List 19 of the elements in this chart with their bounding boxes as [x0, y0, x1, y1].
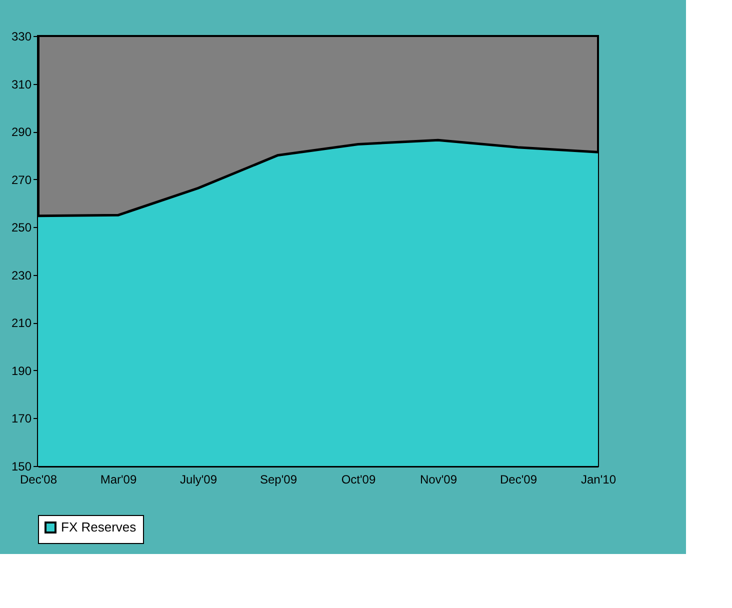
y-tick-label: 170: [11, 412, 32, 426]
y-tick-label: 190: [11, 364, 32, 378]
x-tick-label: July'09: [180, 472, 218, 486]
x-tick-label: Jan'10: [581, 472, 616, 486]
y-tick-label: 250: [11, 220, 32, 235]
x-tick-label: Dec'08: [20, 472, 58, 486]
x-tick-label: Sep'09: [260, 472, 298, 486]
y-tick-label: 330: [11, 30, 32, 44]
y-tick-label: 270: [11, 172, 32, 187]
y-tick-label: 150: [11, 460, 32, 474]
y-tick-label: 310: [11, 77, 32, 92]
y-tick-label: 210: [11, 316, 32, 330]
x-tick-label: Nov'09: [420, 472, 458, 486]
x-tick-label: Mar'09: [100, 472, 137, 486]
legend-label: FX Reserves: [61, 520, 137, 534]
x-tick-label: Dec'09: [500, 472, 538, 486]
y-tick-label: 290: [11, 125, 32, 140]
y-tick-label: 230: [11, 268, 32, 282]
x-tick-label: Oct'09: [341, 472, 376, 486]
